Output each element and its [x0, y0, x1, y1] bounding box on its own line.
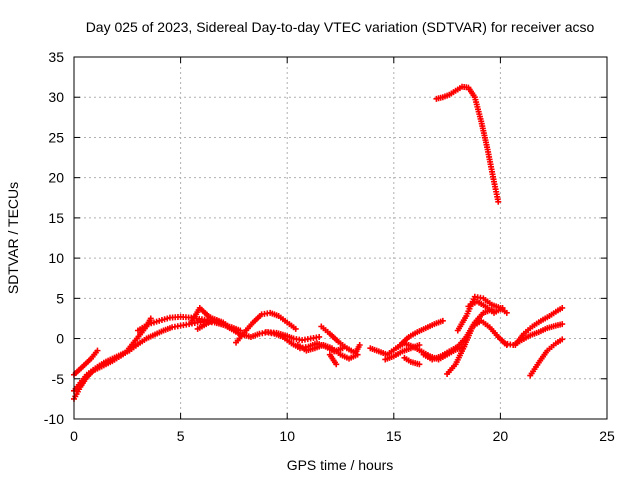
series-track-k [318, 323, 363, 357]
data-point [416, 341, 423, 348]
data-point [292, 325, 299, 332]
y-tick-label: 10 [48, 250, 64, 266]
series-track-b [71, 347, 101, 378]
series-track-a [71, 350, 129, 402]
data-point [495, 198, 502, 205]
series-track-x [433, 83, 502, 205]
x-tick-label: 15 [386, 428, 402, 444]
data-point [316, 333, 323, 340]
y-tick-label: 20 [48, 170, 64, 186]
x-tick-label: 25 [599, 428, 615, 444]
data-point [559, 304, 566, 311]
y-tick-label: 0 [56, 331, 64, 347]
series-track-e [134, 313, 216, 334]
series-track-j [294, 341, 361, 362]
series-track-n [382, 341, 423, 363]
y-tick-label: -5 [52, 371, 65, 387]
data-point [499, 304, 506, 311]
y-tick-label: 30 [48, 89, 64, 105]
data-point [94, 347, 101, 354]
data-point [333, 361, 340, 368]
plot-border [73, 56, 608, 420]
series-track-g [194, 316, 244, 338]
series-track-l [326, 351, 340, 368]
series-track-p [401, 354, 423, 368]
chart-title: Day 025 of 2023, Sidereal Day-to-day VTE… [86, 19, 595, 35]
x-tick-label: 20 [493, 428, 509, 444]
series-track-v [512, 304, 566, 348]
axis-ticks: 0 5 10 15 20 25 -10 -5 0 5 10 15 20 25 30 35 [44, 49, 615, 444]
series-track-t [465, 298, 506, 316]
series-track-w [527, 336, 566, 379]
series-track-o [397, 317, 446, 348]
data-marks [71, 83, 566, 402]
data-point [416, 361, 423, 368]
y-tick-label: 15 [48, 210, 64, 226]
data-point [503, 309, 510, 316]
data-point [559, 336, 566, 343]
x-tick-label: 0 [70, 428, 78, 444]
series-track-c [71, 318, 244, 394]
y-tick-label: -10 [44, 411, 64, 427]
grid-lines [74, 57, 607, 419]
y-axis-label: SDTVAR / TECUs [5, 182, 21, 294]
data-point [439, 317, 446, 324]
x-tick-label: 5 [177, 428, 185, 444]
series-track-r [444, 317, 510, 377]
data-point [559, 321, 566, 328]
data-point [356, 341, 363, 348]
y-tick-label: 35 [48, 49, 64, 65]
y-tick-label: 5 [56, 290, 64, 306]
series-track-h [233, 309, 299, 346]
x-tick-label: 10 [279, 428, 295, 444]
y-tick-label: 25 [48, 129, 64, 145]
x-axis-label: GPS time / hours [287, 457, 394, 473]
